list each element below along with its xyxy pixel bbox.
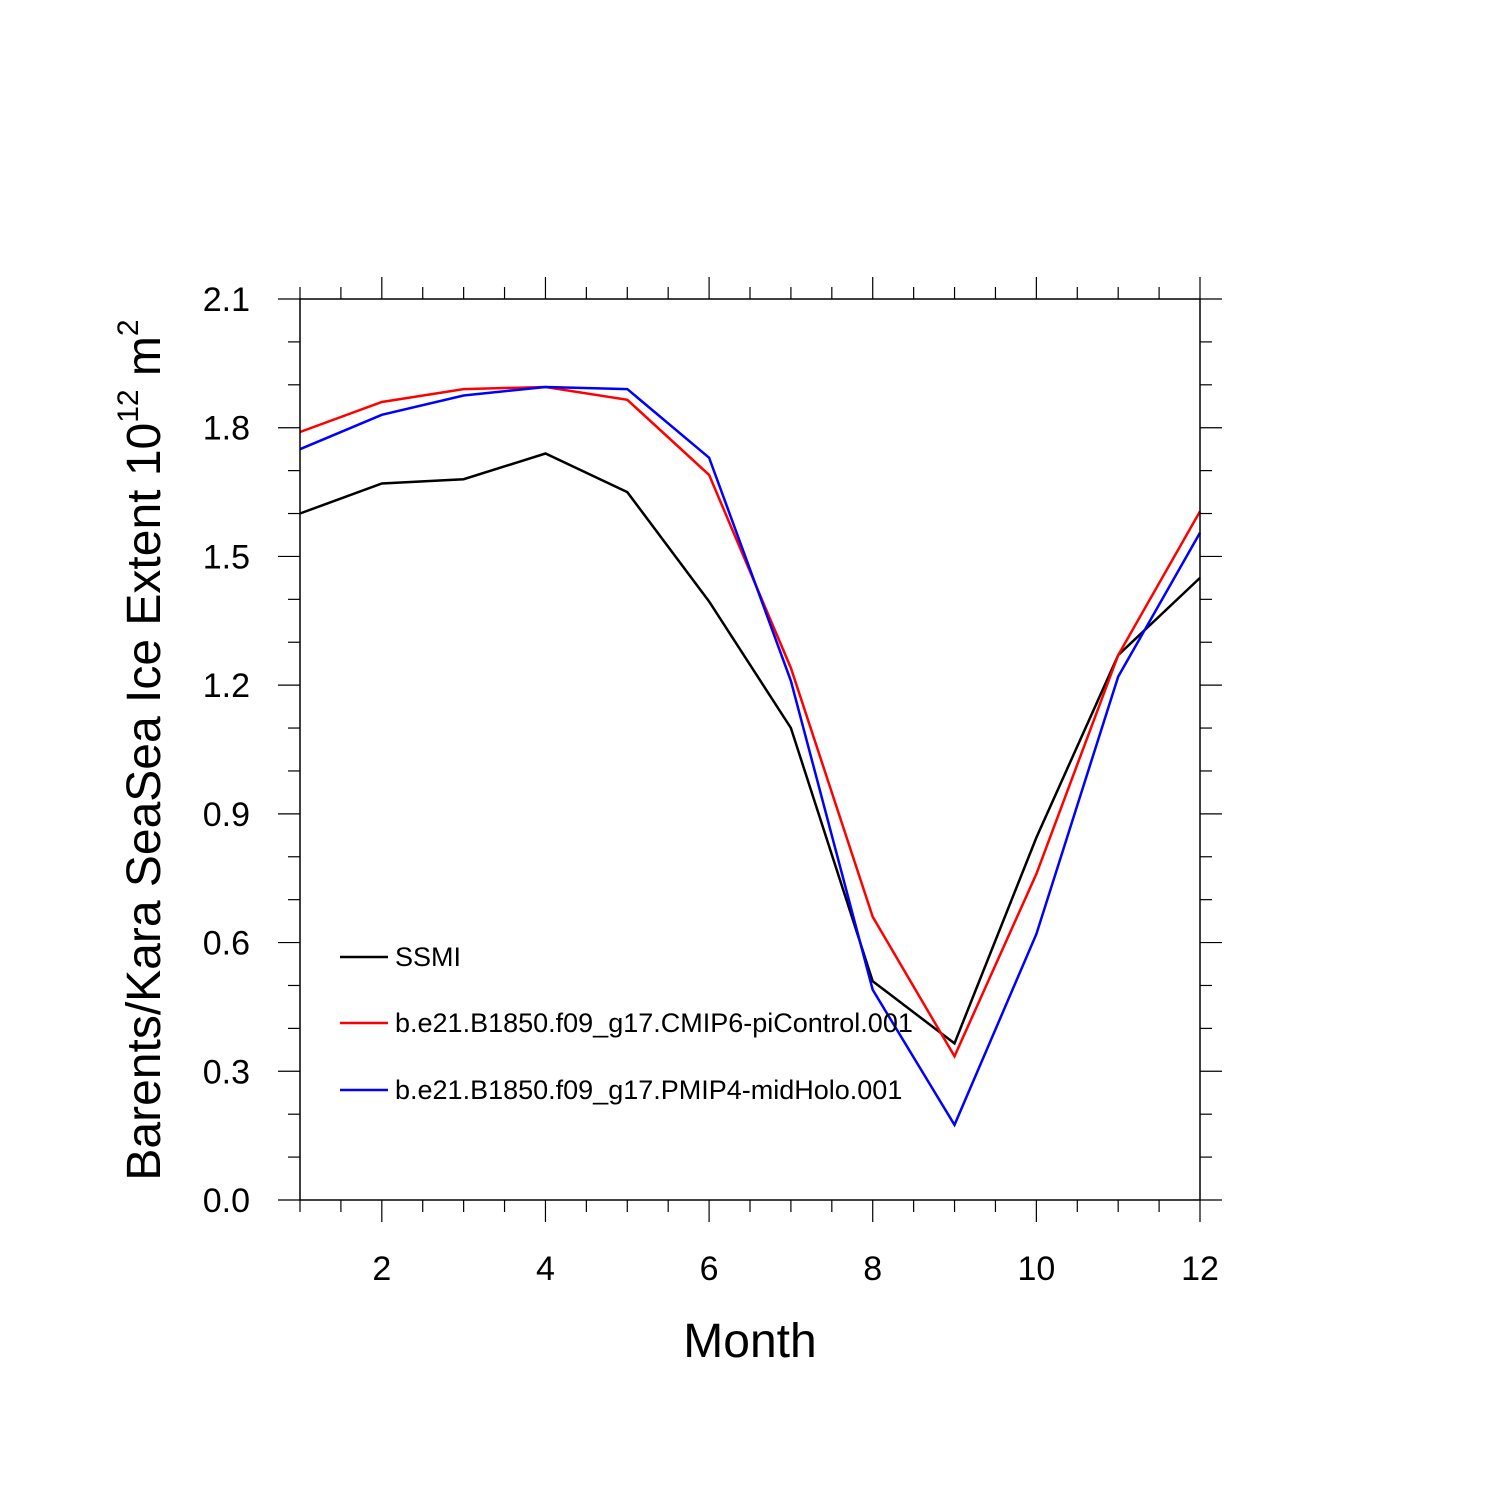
series-line-1 xyxy=(299,452,1201,1046)
axis-tick-labels: 2 4 6 8 10 12 0.0 0.3 0.6 0.9 1.2 1.5 1.8 2.1 xyxy=(203,281,1219,1288)
x-tick-label: 10 xyxy=(1017,1250,1055,1288)
axis-ticks xyxy=(278,277,1222,1222)
y-tick-label: 1.2 xyxy=(203,667,250,705)
y-tick-label: 0.6 xyxy=(203,925,250,963)
legend-label-2: b.e21.B1850.f09_g17.CMIP6-piControl.001 xyxy=(395,1008,913,1038)
series-line-3 xyxy=(299,385,1202,1128)
y-axis-title-unit: m xyxy=(118,336,171,389)
legend-label-1: SSMI xyxy=(395,942,461,972)
y-tick-label: 0.9 xyxy=(203,796,250,834)
x-tick-label: 12 xyxy=(1181,1250,1219,1288)
legend-label-3: b.e21.B1850.f09_g17.PMIP4-midHolo.001 xyxy=(395,1075,902,1105)
y-axis-title-base: Barents/Kara SeaSea Ice Extent 10 xyxy=(118,423,171,1181)
legend: SSMI b.e21.B1850.f09_g17.CMIP6-piControl.… xyxy=(340,942,913,1105)
y-axis-title-unit-exponent: 2 xyxy=(112,319,145,336)
plot-frame xyxy=(299,298,1201,1201)
y-tick-label: 0.0 xyxy=(203,1182,250,1220)
x-tick-label: 4 xyxy=(536,1250,555,1288)
y-tick-label: 1.5 xyxy=(203,538,250,576)
y-tick-label: 2.1 xyxy=(203,281,250,319)
data-series xyxy=(299,385,1202,1128)
y-tick-label: 1.8 xyxy=(203,410,250,448)
x-tick-label: 8 xyxy=(863,1250,882,1288)
y-axis-title-exponent: 12 xyxy=(112,389,145,422)
x-tick-label: 2 xyxy=(372,1250,391,1288)
y-tick-label: 0.3 xyxy=(203,1053,250,1091)
x-tick-label: 6 xyxy=(700,1250,719,1288)
x-axis-title: Month xyxy=(683,1315,816,1368)
y-axis-title: Barents/Kara SeaSea Ice Extent 1012 m2 xyxy=(112,319,171,1180)
